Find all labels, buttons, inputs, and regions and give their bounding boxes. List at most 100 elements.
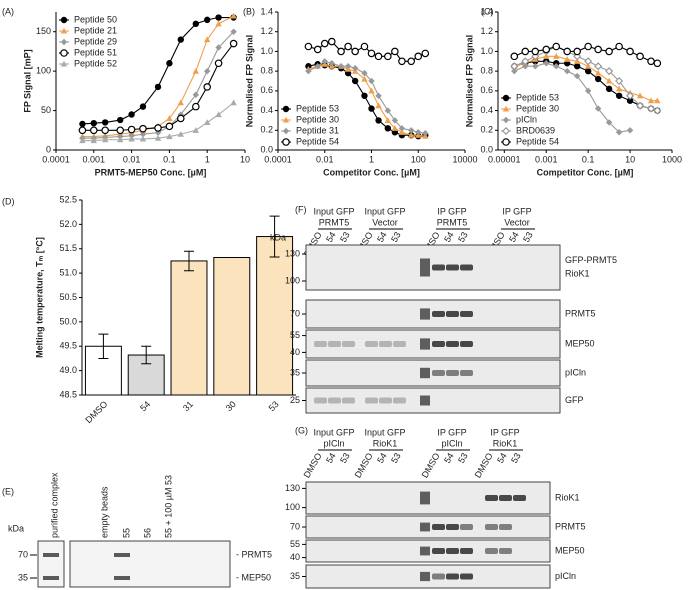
data-point: [337, 47, 345, 56]
group-label: Input GFP: [364, 206, 405, 216]
x-tick-label: 54: [138, 399, 152, 413]
blot-band: [328, 341, 341, 347]
blot-band: [43, 576, 59, 580]
y-tick-label: 49.0: [59, 365, 77, 375]
data-point: [127, 125, 136, 134]
data-point: [636, 101, 645, 110]
group-label: RioK1: [493, 438, 518, 448]
data-point: [563, 67, 571, 75]
blot-band: [446, 524, 459, 530]
blot-band: [432, 311, 445, 317]
protein-label: pICln: [565, 367, 586, 377]
data-point: [344, 63, 352, 70]
marker-label: 70: [18, 549, 28, 559]
data-point: [192, 20, 200, 28]
data-point: [626, 47, 634, 56]
data-point: [304, 42, 313, 51]
data-point: [626, 91, 635, 100]
data-point: [367, 49, 376, 58]
data-point: [321, 58, 328, 65]
protein-label: PRMT5: [565, 308, 596, 318]
panel-label: (B): [243, 6, 255, 16]
marker-label: 100: [285, 502, 300, 512]
protein-label: RioK1: [565, 269, 590, 279]
x-tick-label: 10: [625, 154, 635, 164]
blot-band: [432, 524, 445, 530]
data-point: [139, 103, 147, 110]
lane-label: 53: [456, 230, 470, 244]
blot-band: [499, 548, 512, 554]
data-point: [361, 75, 368, 82]
ladder-band: [420, 546, 430, 556]
panel-label: (A): [2, 6, 14, 16]
y-tick-label: 0.8: [480, 66, 493, 76]
legend-label: Peptide 50: [74, 14, 117, 24]
series-line: [308, 60, 426, 134]
bar: [256, 236, 294, 396]
data-point: [615, 129, 623, 136]
blot-band: [446, 341, 459, 347]
data-point: [414, 52, 423, 61]
x-tick-label: 0.001: [83, 154, 106, 164]
data-point: [204, 119, 211, 125]
legend-marker: [60, 49, 68, 57]
data-point: [117, 116, 124, 124]
lane-label: 54: [442, 451, 456, 465]
data-point: [314, 63, 321, 70]
marker-label: 130: [285, 483, 300, 493]
legend-marker: [502, 94, 510, 102]
panel-label: (C): [481, 6, 494, 16]
bar: [170, 260, 208, 396]
lane-label: DMSO: [302, 451, 324, 479]
y-axis-label: Normalised FP Signal: [464, 35, 474, 127]
data-point: [408, 127, 415, 134]
data-point: [166, 115, 173, 122]
marker-label: 35: [290, 571, 300, 581]
marker-label: 70: [290, 308, 300, 318]
data-point: [375, 92, 382, 99]
data-point: [573, 47, 581, 56]
data-point: [351, 77, 359, 85]
legend-marker: [60, 16, 68, 24]
data-point: [229, 39, 238, 48]
data-point: [337, 63, 345, 70]
y-tick-label: 1.0: [480, 46, 493, 56]
bar: [213, 257, 251, 396]
y-tick-label: 0.4: [480, 105, 493, 115]
data-point: [351, 47, 359, 56]
panel-label: (E): [2, 486, 14, 496]
ladder-band: [420, 491, 430, 505]
y-axis-label: FP Signal [mP]: [22, 49, 32, 112]
data-point: [154, 124, 162, 132]
legend-label: Peptide 54: [516, 136, 559, 146]
blot-band: [485, 548, 498, 554]
protein-label: MEP50: [555, 545, 585, 555]
data-point: [408, 132, 415, 138]
data-point: [90, 137, 97, 144]
x-axis-label: Competitor Conc. [µM]: [537, 167, 634, 177]
marker-label: 25: [290, 395, 300, 405]
blot-band: [432, 264, 445, 271]
x-tick-label: 53: [267, 399, 281, 413]
blot-band: [432, 370, 445, 376]
legend-marker: [282, 127, 290, 135]
y-tick-label: 50: [41, 105, 51, 115]
group-label: pICln: [323, 438, 344, 448]
y-tick-label: 50.0: [59, 316, 77, 326]
x-tick-label: 0.1: [582, 154, 595, 164]
marker-label: 35: [290, 367, 300, 377]
blot-band: [446, 573, 459, 580]
legend-label: pICln: [516, 114, 537, 124]
blot-band: [460, 311, 473, 317]
data-point: [368, 105, 375, 112]
blot-band: [460, 370, 473, 376]
x-tick-label: 30: [224, 399, 238, 413]
blot-band: [446, 311, 459, 317]
data-point: [215, 111, 222, 118]
lane-label: empty beads: [99, 486, 109, 538]
data-point: [584, 57, 593, 66]
data-point: [90, 119, 97, 127]
data-point: [584, 67, 592, 75]
y-tick-label: 0.0: [260, 144, 273, 154]
data-point: [646, 104, 656, 113]
